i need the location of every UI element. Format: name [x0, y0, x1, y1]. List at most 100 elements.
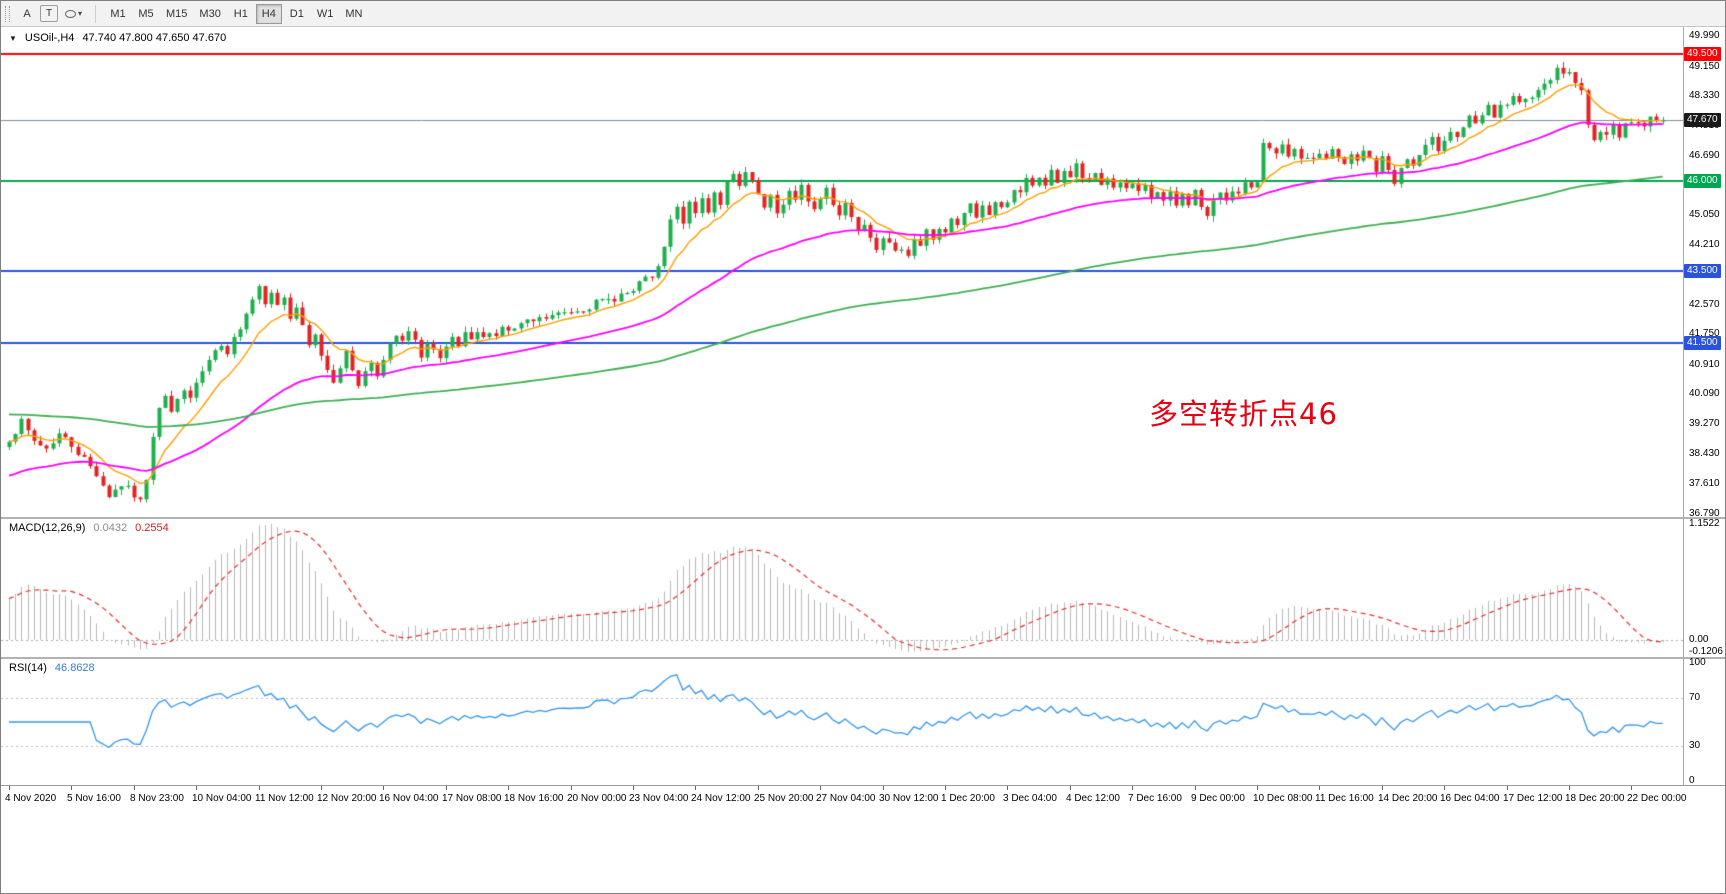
price-scale-separator [1683, 27, 1684, 785]
price-axis-label: 39.270 [1689, 418, 1720, 429]
price-scale[interactable]: 49.99049.15048.33047.51046.69045.87045.0… [1683, 27, 1725, 786]
price-axis-label: 40.090 [1689, 388, 1720, 399]
time-axis-label: 10 Nov 04:00 [192, 793, 252, 804]
price-axis-label: 38.430 [1689, 448, 1720, 459]
time-axis-tick [1507, 786, 1508, 790]
timeframe-button-h1[interactable]: H1 [233, 7, 248, 20]
symbol-period-label: USOil-,H4 [24, 32, 75, 44]
shapes-icon [65, 9, 76, 18]
rsi-axis-label: 30 [1689, 740, 1701, 751]
time-axis-tick [695, 786, 696, 790]
macd-indicator-chart[interactable] [1, 519, 1683, 657]
time-axis-label: 5 Nov 16:00 [67, 793, 121, 804]
time-axis-label: 23 Nov 04:00 [629, 793, 689, 804]
chart-header: ▼ USOil-,H4 47.740 47.800 47.650 47.670 [9, 32, 226, 44]
time-axis-tick [571, 786, 572, 790]
time-axis-label: 18 Nov 16:00 [504, 793, 564, 804]
time-axis-label: 12 Nov 20:00 [317, 793, 377, 804]
rsi-axis-label: 100 [1689, 657, 1706, 668]
macd-main-value: 0.0432 [93, 522, 128, 534]
time-axis-tick [1070, 786, 1071, 790]
time-axis-tick [383, 786, 384, 790]
timeframe-buttons: M1 M5 M15 M30 H1 H4 D1 W1 MN [104, 3, 368, 24]
time-axis-tick [508, 786, 509, 790]
timeframe-button-d1[interactable]: D1 [289, 7, 304, 20]
time-axis-tick [1007, 786, 1008, 790]
time-axis-tick [1631, 786, 1632, 790]
rsi-indicator-chart[interactable] [1, 659, 1683, 785]
time-axis-tick [446, 786, 447, 790]
time-axis-label: 16 Dec 04:00 [1440, 793, 1500, 804]
price-level-tag: 46.000 [1684, 174, 1721, 188]
toolbar-grip[interactable] [5, 5, 10, 22]
macd-label: MACD(12,26,9) [9, 522, 86, 534]
time-axis-tick [1132, 786, 1133, 790]
time-axis-label: 27 Nov 04:00 [816, 793, 876, 804]
textbox-tool-button[interactable]: T [40, 5, 58, 22]
panel-separator[interactable] [1, 517, 1725, 519]
price-level-tag: 41.500 [1684, 336, 1721, 350]
price-axis-label: 40.910 [1689, 359, 1720, 370]
time-axis-tick [758, 786, 759, 790]
time-axis-label: 1 Dec 20:00 [941, 793, 995, 804]
timeframe-button-m30[interactable]: M30 [199, 7, 221, 20]
time-axis-tick [1257, 786, 1258, 790]
time-axis-tick [633, 786, 634, 790]
time-axis[interactable]: 4 Nov 2020 5 Nov 16:00 8 Nov 23:00 10 Nov 0… [1, 785, 1725, 811]
price-level-tag: 49.500 [1684, 47, 1721, 61]
time-axis-label: 8 Nov 23:00 [130, 793, 184, 804]
toolbar-separator [95, 4, 97, 23]
time-axis-label: 10 Dec 08:00 [1253, 793, 1313, 804]
panel-separator[interactable] [1, 657, 1725, 659]
shapes-tool-button[interactable]: ▾ [60, 4, 87, 24]
ohlc-values: 47.740 47.800 47.650 47.670 [82, 32, 227, 44]
time-axis-label: 20 Nov 00:00 [567, 793, 627, 804]
chart-annotation-text[interactable]: 多空转折点46 [1149, 397, 1338, 431]
price-axis-label: 42.570 [1689, 299, 1720, 310]
time-axis-label: 7 Dec 16:00 [1128, 793, 1182, 804]
time-axis-label: 22 Dec 00:00 [1627, 793, 1687, 804]
timeframe-button-m15[interactable]: M15 [166, 7, 188, 20]
time-axis-label: 24 Nov 12:00 [691, 793, 751, 804]
timeframe-button-h4[interactable]: H4 [255, 3, 282, 24]
collapse-chart-icon[interactable]: ▼ [9, 33, 17, 43]
time-axis-tick [9, 786, 10, 790]
dropdown-caret-icon: ▾ [78, 9, 83, 18]
timeframe-button-mn[interactable]: MN [345, 7, 363, 20]
macd-axis-label: 1.1522 [1689, 518, 1720, 529]
macd-header: MACD(12,26,9) 0.0432 0.2554 [9, 522, 169, 534]
time-axis-tick [134, 786, 135, 790]
time-axis-label: 4 Dec 12:00 [1066, 793, 1120, 804]
time-axis-tick [820, 786, 821, 790]
price-axis-label: 46.690 [1689, 150, 1720, 161]
price-axis-label: 45.050 [1689, 209, 1720, 220]
rsi-header: RSI(14) 46.8628 [9, 662, 95, 674]
time-axis-label: 25 Nov 20:00 [754, 793, 814, 804]
timeframe-button-w1[interactable]: W1 [316, 7, 334, 20]
timeframe-button-m1[interactable]: M1 [110, 7, 126, 20]
timeframe-button-m5[interactable]: M5 [138, 7, 154, 20]
macd-axis-label: -0.1206 [1689, 646, 1723, 657]
time-axis-label: 18 Dec 20:00 [1565, 793, 1625, 804]
macd-axis-label: 0.00 [1689, 634, 1709, 645]
rsi-axis-label: 70 [1689, 692, 1701, 703]
price-axis-label: 48.330 [1689, 90, 1720, 101]
time-axis-tick [1569, 786, 1570, 790]
time-axis-tick [945, 786, 946, 790]
time-axis-tick [1444, 786, 1445, 790]
rsi-label: RSI(14) [9, 662, 47, 674]
time-axis-tick [196, 786, 197, 790]
text-tool-button[interactable]: A [23, 7, 31, 20]
time-axis-label: 11 Nov 12:00 [255, 793, 314, 804]
time-axis-tick [1195, 786, 1196, 790]
price-axis-label: 36.790 [1689, 508, 1720, 519]
time-axis-label: 3 Dec 04:00 [1003, 793, 1057, 804]
price-chart[interactable] [1, 27, 1683, 517]
time-axis-label: 17 Dec 12:00 [1503, 793, 1563, 804]
time-axis-label: 30 Nov 12:00 [879, 793, 939, 804]
time-axis-label: 14 Dec 20:00 [1378, 793, 1438, 804]
rsi-value: 46.8628 [54, 662, 95, 674]
time-axis-tick [1382, 786, 1383, 790]
price-axis-label: 41.750 [1689, 328, 1720, 339]
